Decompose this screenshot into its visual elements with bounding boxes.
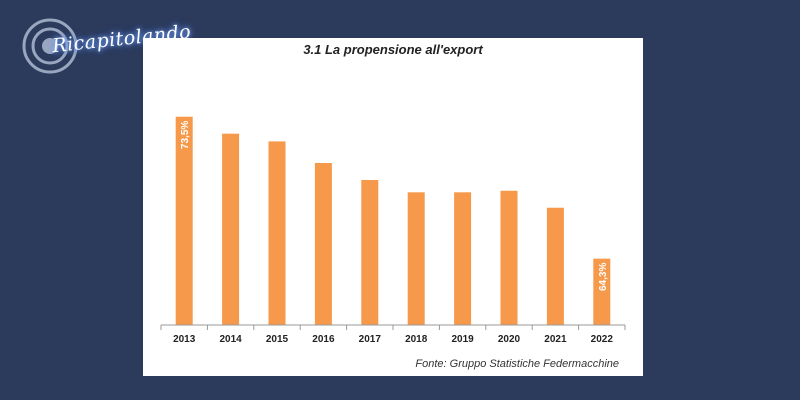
data-label-2022: 64,3% <box>598 263 609 291</box>
bar-2018 <box>407 192 425 325</box>
x-tick-label-2015: 2015 <box>266 334 289 345</box>
x-tick-label-2014: 2014 <box>219 334 242 345</box>
target-logo-icon <box>22 18 78 74</box>
bar-2022 <box>593 258 611 325</box>
bar-2016 <box>314 163 332 325</box>
bar-2021 <box>546 207 564 325</box>
chart-source: Fonte: Gruppo Statistiche Federmacchine <box>415 358 619 370</box>
x-tick-label-2016: 2016 <box>312 334 335 345</box>
bar-2013 <box>175 116 193 325</box>
x-tick-label-2017: 2017 <box>359 334 382 345</box>
x-tick-label-2020: 2020 <box>498 334 521 345</box>
bar-chart: 2013 73,5% 2014 2015 2016 2017 2018 2019 2020 202… <box>160 116 626 345</box>
bar-2015 <box>268 141 286 325</box>
brand-logo: Ricapitolando <box>14 10 192 80</box>
x-tick-label-2021: 2021 <box>544 334 567 345</box>
x-tick-label-2019: 2019 <box>451 334 474 345</box>
chart-card: 3.1 La propensione all'export 2013 73,5% 2… <box>143 38 643 376</box>
chart-title: 3.1 La propensione all'export <box>303 42 483 57</box>
x-tick-label-2018: 2018 <box>405 334 428 345</box>
data-label-2013: 73,5% <box>180 121 191 149</box>
bar-2019 <box>454 192 472 325</box>
x-tick-label-2022: 2022 <box>591 334 614 345</box>
bar-2014 <box>222 133 240 325</box>
x-tick-label-2013: 2013 <box>173 334 196 345</box>
bar-2020 <box>500 190 518 325</box>
bar-2017 <box>361 179 379 325</box>
